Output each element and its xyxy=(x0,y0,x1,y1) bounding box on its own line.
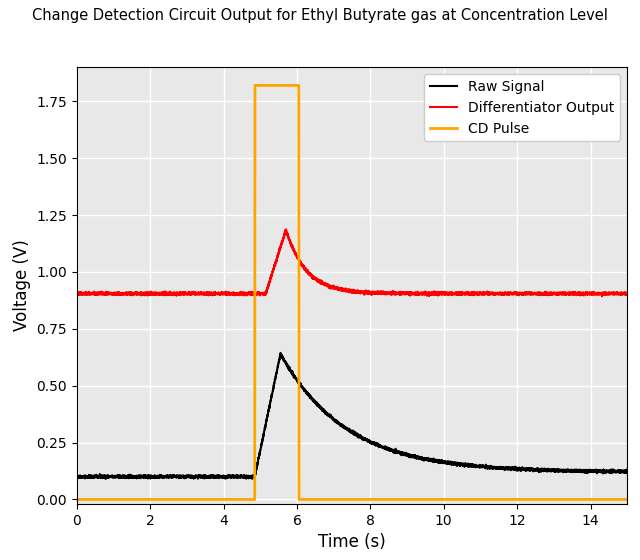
CD Pulse xyxy=(173,496,180,503)
CD Pulse xyxy=(525,496,533,503)
Raw Signal xyxy=(525,465,533,472)
Differentiator Output xyxy=(484,290,492,297)
CD Pulse xyxy=(484,496,492,503)
Differentiator Output xyxy=(284,230,291,236)
CD Pulse xyxy=(431,496,438,503)
Text: Change Detection Circuit Output for Ethyl Butyrate gas at Concentration Level: Change Detection Circuit Output for Ethy… xyxy=(32,8,608,24)
CD Pulse xyxy=(403,496,411,503)
X-axis label: Time (s): Time (s) xyxy=(318,533,386,551)
Differentiator Output xyxy=(431,291,438,298)
Raw Signal xyxy=(484,465,492,472)
Line: Differentiator Output: Differentiator Output xyxy=(77,230,627,296)
Raw Signal xyxy=(276,349,284,356)
Y-axis label: Voltage (V): Voltage (V) xyxy=(13,240,31,332)
CD Pulse xyxy=(284,82,291,88)
CD Pulse xyxy=(73,496,81,503)
Raw Signal xyxy=(102,475,109,482)
Differentiator Output xyxy=(623,290,631,296)
Line: Raw Signal: Raw Signal xyxy=(77,353,627,479)
Differentiator Output xyxy=(403,288,411,295)
CD Pulse xyxy=(623,496,631,503)
Raw Signal xyxy=(623,469,631,475)
Differentiator Output xyxy=(525,290,533,297)
Raw Signal xyxy=(431,456,439,463)
Raw Signal xyxy=(403,452,411,459)
Legend: Raw Signal, Differentiator Output, CD Pulse: Raw Signal, Differentiator Output, CD Pu… xyxy=(424,74,620,141)
Differentiator Output xyxy=(73,291,81,297)
Differentiator Output xyxy=(282,226,290,233)
Raw Signal xyxy=(284,362,291,368)
CD Pulse xyxy=(251,82,259,88)
Differentiator Output xyxy=(173,289,180,296)
Line: CD Pulse: CD Pulse xyxy=(77,85,627,500)
Differentiator Output xyxy=(598,293,606,300)
Raw Signal xyxy=(73,473,81,480)
Raw Signal xyxy=(173,472,180,479)
